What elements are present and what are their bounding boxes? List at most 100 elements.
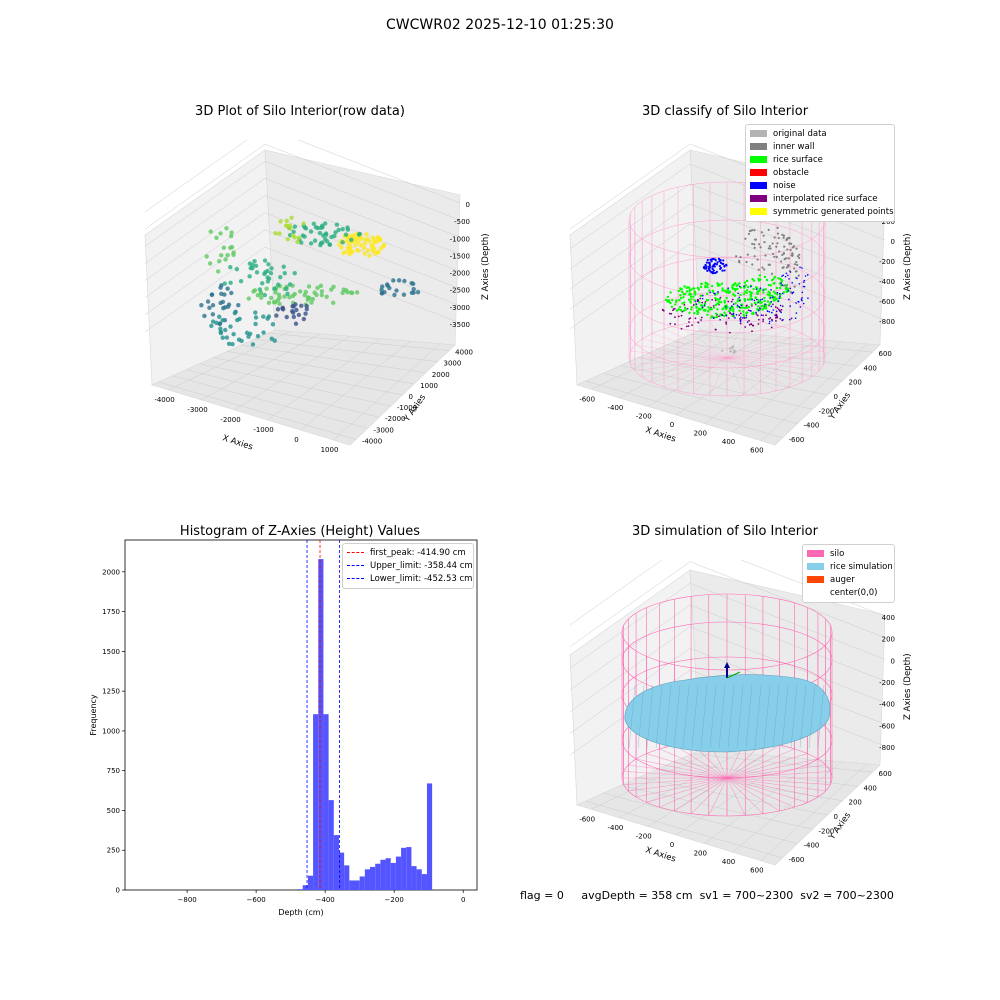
data-point bbox=[340, 226, 345, 232]
y-tick-label: 400 bbox=[864, 784, 877, 792]
data-point bbox=[757, 298, 760, 302]
data-point bbox=[689, 317, 692, 320]
silo-floor-spoke bbox=[726, 357, 803, 383]
data-point bbox=[779, 277, 782, 281]
data-point bbox=[720, 301, 723, 304]
data-point bbox=[669, 291, 672, 294]
sv1-text: sv1 = 700~2300 bbox=[699, 889, 794, 902]
data-point bbox=[222, 292, 227, 297]
data-point bbox=[725, 306, 727, 308]
data-point bbox=[750, 323, 753, 326]
silo-floor-spoke bbox=[646, 777, 728, 803]
data-point bbox=[726, 288, 729, 291]
data-point bbox=[701, 294, 704, 297]
data-point bbox=[711, 290, 715, 293]
data-point bbox=[707, 265, 711, 269]
legend-entry-silo: silo bbox=[807, 547, 888, 560]
data-point bbox=[253, 315, 259, 320]
silo-floor-spoke bbox=[726, 758, 818, 779]
data-point bbox=[748, 290, 752, 294]
data-point bbox=[771, 252, 775, 256]
data-point bbox=[745, 311, 749, 314]
data-point bbox=[717, 291, 719, 293]
data-point bbox=[291, 310, 296, 315]
data-point bbox=[292, 224, 298, 229]
grid-line bbox=[264, 161, 461, 238]
data-point bbox=[351, 233, 356, 238]
data-point bbox=[680, 314, 683, 317]
grid-lines bbox=[144, 140, 461, 441]
data-point bbox=[662, 309, 664, 311]
z-tick-label: -500 bbox=[454, 218, 470, 226]
data-point bbox=[668, 312, 671, 315]
data-point bbox=[786, 248, 789, 251]
data-point bbox=[699, 308, 702, 311]
data-point bbox=[339, 245, 344, 250]
silo-floor-spoke bbox=[726, 338, 812, 359]
data-point bbox=[228, 324, 233, 329]
data-point bbox=[727, 317, 730, 319]
data-point bbox=[792, 245, 796, 248]
grid-line bbox=[144, 195, 266, 281]
histogram-bar bbox=[333, 835, 339, 890]
data-point bbox=[746, 321, 749, 323]
grid-line bbox=[673, 341, 858, 367]
data-point bbox=[737, 292, 739, 295]
data-point bbox=[410, 281, 416, 287]
data-point bbox=[401, 292, 407, 297]
data-point bbox=[219, 253, 224, 258]
histogram-bar bbox=[421, 874, 427, 890]
y-tick-label: 3000 bbox=[444, 360, 462, 368]
y-tick-label: 1000 bbox=[102, 727, 120, 735]
grid-line bbox=[199, 363, 391, 407]
data-point bbox=[275, 282, 281, 287]
data-point bbox=[664, 298, 668, 302]
y-tick-label: -600 bbox=[789, 436, 805, 444]
data-point bbox=[731, 298, 734, 301]
data-point bbox=[798, 256, 801, 259]
data-point bbox=[802, 302, 805, 305]
data-point bbox=[747, 305, 751, 309]
data-point bbox=[785, 272, 788, 275]
data-point bbox=[753, 229, 756, 232]
data-point bbox=[774, 306, 777, 308]
data-point bbox=[706, 313, 709, 316]
grid-line bbox=[689, 203, 886, 281]
data-point bbox=[799, 266, 801, 269]
grid-line bbox=[569, 243, 691, 330]
data-point bbox=[739, 320, 742, 323]
data-point bbox=[777, 308, 780, 311]
y-tick-label: 0 bbox=[834, 813, 838, 821]
grid-line bbox=[213, 357, 403, 396]
data-point bbox=[762, 318, 765, 321]
data-point bbox=[312, 290, 317, 295]
data-point bbox=[755, 292, 759, 295]
data-point bbox=[684, 308, 687, 311]
x-tick-label: -1000 bbox=[253, 426, 273, 434]
data-point bbox=[695, 306, 698, 310]
data-point bbox=[280, 306, 285, 311]
data-point bbox=[320, 223, 325, 228]
y-tick-label: -200 bbox=[819, 407, 835, 415]
x-tick-label: −400 bbox=[316, 896, 335, 904]
data-point bbox=[749, 294, 753, 297]
data-point bbox=[341, 287, 346, 292]
data-point bbox=[402, 278, 407, 284]
y-tick-label: 2000 bbox=[102, 568, 120, 576]
data-point bbox=[796, 263, 799, 267]
data-point bbox=[764, 254, 767, 257]
data-point bbox=[710, 308, 713, 311]
data-point bbox=[762, 234, 765, 237]
data-point bbox=[738, 314, 741, 317]
legend-entry-interpolated: interpolated rice surface bbox=[750, 192, 888, 205]
grid-line bbox=[268, 332, 450, 351]
data-point bbox=[722, 262, 725, 266]
rice-mesh-line bbox=[808, 684, 816, 749]
data-point bbox=[755, 288, 758, 290]
data-point bbox=[711, 265, 714, 268]
data-point bbox=[677, 308, 680, 311]
data-point bbox=[225, 304, 231, 309]
data-point bbox=[278, 219, 283, 224]
data-point bbox=[694, 317, 697, 320]
data-point bbox=[782, 318, 784, 321]
